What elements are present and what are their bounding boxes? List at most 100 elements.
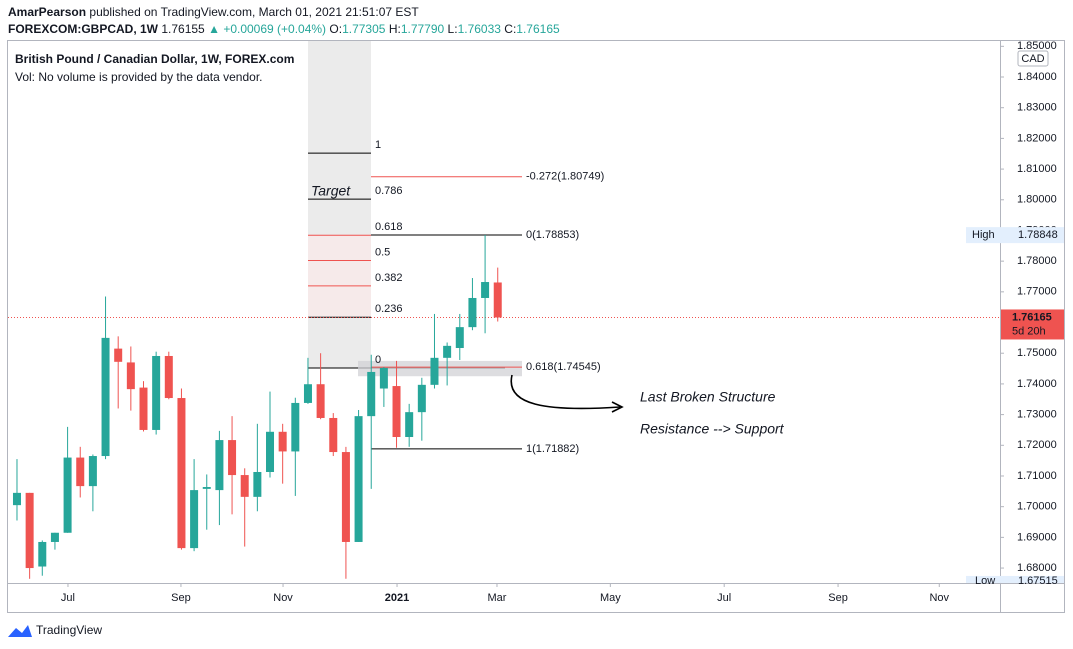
fib-label: 0.618 (375, 221, 403, 233)
currency: CAD (1021, 53, 1044, 65)
y-tick-label: 1.68000 (1017, 562, 1057, 574)
candle-body (253, 471, 262, 497)
candle-body (266, 431, 275, 472)
logo-icon (8, 625, 32, 637)
y-tick-label: 1.75000 (1017, 347, 1057, 359)
candle-body (278, 431, 287, 452)
ohlc-value: 1.77790 (400, 22, 445, 36)
y-tick-label: 1.72000 (1017, 439, 1057, 451)
candle-body (405, 412, 414, 438)
y-tick-label: 1.84000 (1017, 71, 1057, 83)
chart-subtitle: Vol: No volume is provided by the data v… (15, 70, 262, 84)
x-tick-label: Sep (828, 592, 848, 604)
symbol-line: FOREXCOM:GBPCAD, 1W 1.76155 ▲ +0.00069 (… (8, 22, 560, 36)
candle-body (190, 490, 199, 549)
candle-body (481, 282, 490, 298)
candle-body (114, 348, 123, 362)
frame (7, 40, 1065, 613)
candle-body (291, 402, 300, 452)
fib-label: -0.272(1.80749) (526, 171, 604, 183)
y-tick-label: 1.81000 (1017, 163, 1057, 175)
y-tick-label: 1.78000 (1017, 255, 1057, 267)
candle-body (177, 398, 186, 549)
arrow-head (611, 401, 624, 413)
candle-body (228, 440, 237, 476)
candle-body (101, 337, 110, 457)
last-price-box (1001, 309, 1064, 340)
x-tick-label: Nov (273, 592, 293, 604)
low-box (966, 575, 1064, 583)
fib-label: 0.236 (375, 303, 403, 315)
ohlc-label: C: (504, 22, 517, 36)
logo (8, 625, 32, 637)
high-label: High (972, 229, 995, 241)
candle-body (430, 357, 439, 385)
high-box (966, 227, 1064, 244)
candle-body (379, 367, 388, 389)
y-tick-label: 1.71000 (1017, 470, 1057, 482)
candle-body (341, 452, 350, 542)
candle-body (202, 487, 211, 489)
y-tick-label: 1.83000 (1017, 102, 1057, 114)
fib-label: 0.618(1.74545) (526, 361, 601, 373)
x-tick-label: May (600, 592, 621, 604)
x-tick-label: Jul (61, 592, 75, 604)
candle-body (215, 440, 224, 491)
candle-body (63, 457, 72, 533)
fib-label: 0 (375, 354, 381, 366)
ohlc-label: O: (329, 22, 343, 36)
candle-body (240, 475, 249, 497)
y-tick-label: 1.82000 (1017, 132, 1057, 144)
x-tick-label: Mar (488, 592, 507, 604)
candle-body (38, 541, 47, 567)
candle-body (329, 417, 338, 453)
countdown: 5d 20h (1012, 325, 1046, 337)
candle-body (443, 345, 452, 358)
annotation: Target (311, 183, 351, 199)
ohlc-value: 1.77305 (342, 22, 386, 36)
candle-body (50, 532, 59, 542)
ohlc-value: 1.76165 (516, 22, 560, 36)
y-tick-label: 1.70000 (1017, 501, 1057, 513)
candle-body (303, 384, 312, 403)
curved-arrow (510, 374, 621, 410)
ohlc-value: 1.76033 (457, 22, 501, 36)
x-tick-label: Jul (717, 592, 731, 604)
fib-label: 0.5 (375, 246, 390, 258)
brand: TradingView (36, 623, 102, 637)
candle-body (76, 457, 85, 487)
y-tick-label: 1.85000 (1017, 40, 1057, 52)
fib-label: 1 (375, 139, 381, 151)
change: +0.00069 (+0.04%) (223, 22, 327, 36)
published: published on TradingView.com, March 01, … (89, 5, 419, 19)
candle-body (316, 384, 325, 418)
candle-body (354, 416, 363, 542)
x-tick-label: 2021 (385, 592, 409, 604)
fib-label: 0.382 (375, 272, 403, 284)
y-tick-label: 1.77000 (1017, 286, 1057, 298)
arrow-icon: ▲ (208, 22, 220, 36)
y-tick-label: 1.73000 (1017, 409, 1057, 421)
high-value: 1.78848 (1018, 229, 1058, 241)
y-tick-label: 1.74000 (1017, 378, 1057, 390)
ohlc-label: H: (388, 22, 401, 36)
candle-body (392, 386, 401, 438)
author: AmarPearson (8, 5, 87, 19)
annotation: Last Broken Structure (640, 389, 776, 405)
candle-body (164, 355, 173, 399)
ohlc: O:1.77305 H:1.77790 L:1.76033 C:1.76165 (329, 22, 559, 36)
fib-label: 0(1.78853) (526, 229, 579, 241)
candle-body (417, 384, 426, 413)
y-tick-label: 1.80000 (1017, 194, 1057, 206)
annotation: Resistance --> Support (640, 421, 785, 437)
candle-body (468, 297, 477, 328)
candle-body (152, 355, 161, 430)
fib-band (308, 260, 371, 286)
zone (358, 360, 522, 377)
candle-body (455, 327, 464, 349)
fib-band (308, 285, 371, 318)
fib-box (308, 41, 371, 368)
low-label: Low (975, 575, 995, 587)
